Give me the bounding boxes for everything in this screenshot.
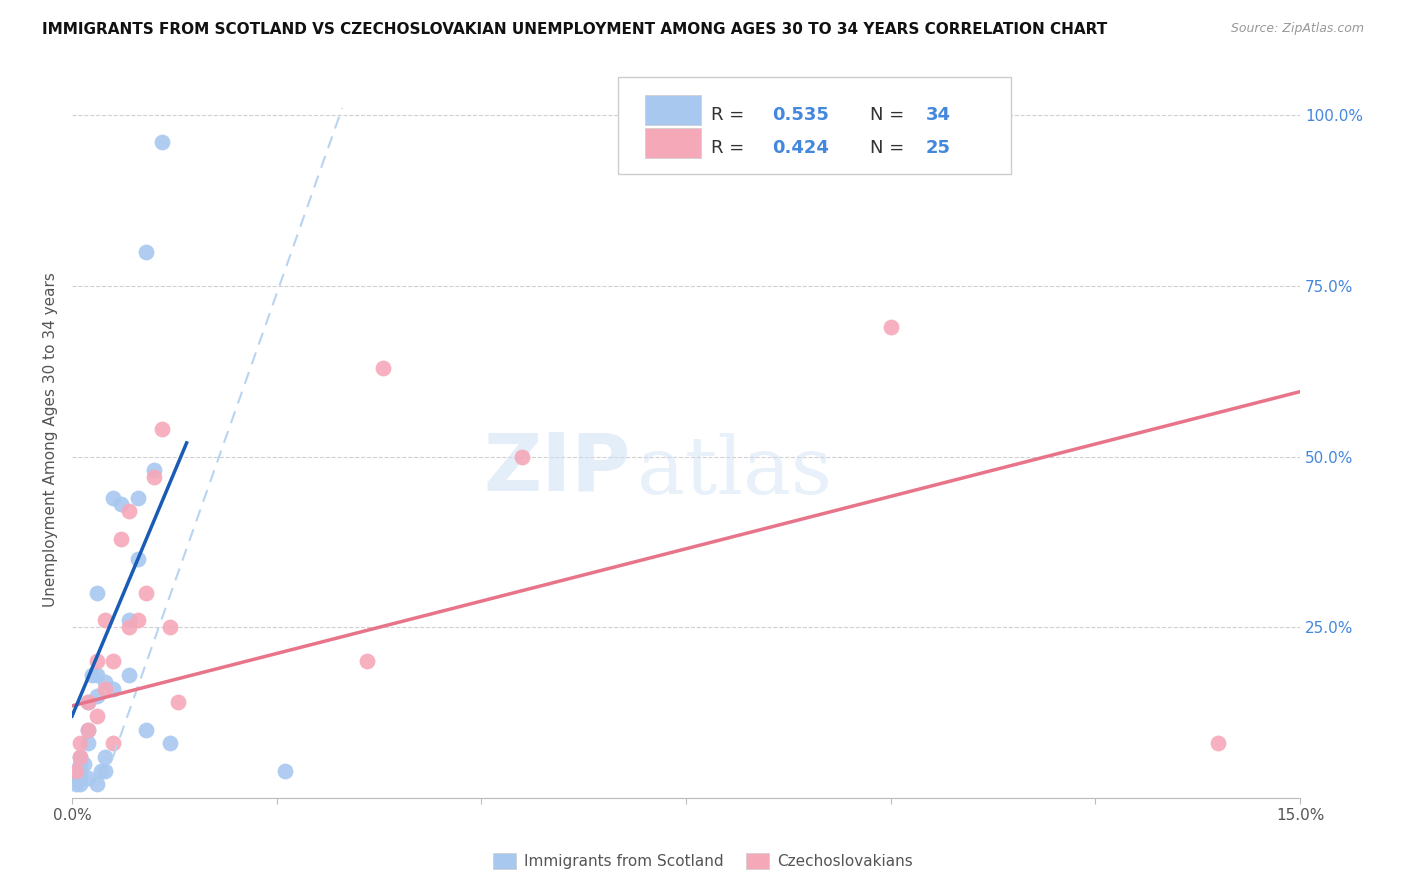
Point (118, 620, 141, 634)
Point (69, 756, 91, 771)
Point (135, 723, 157, 737)
Point (77, 723, 100, 737)
Point (77, 695, 100, 709)
Point (101, 655, 124, 669)
Point (77, 695, 100, 709)
Point (65, 764, 87, 778)
Point (118, 504, 141, 518)
Point (69, 736, 91, 750)
Text: atlas: atlas (637, 433, 832, 511)
Point (274, 764, 297, 778)
Point (90, 764, 112, 778)
Point (118, 614, 141, 628)
Point (101, 736, 124, 750)
Legend: Immigrants from Scotland, Czechoslovakians: Immigrants from Scotland, Czechoslovakia… (488, 847, 918, 875)
Point (371, 360, 394, 375)
Point (135, 586, 157, 600)
Text: 34: 34 (925, 106, 950, 124)
Point (159, 620, 181, 634)
Point (69, 750, 91, 764)
Point (167, 695, 190, 709)
Point (101, 681, 124, 696)
Point (150, 136, 173, 150)
Point (1206, 736, 1229, 750)
Text: R =: R = (710, 139, 749, 157)
Point (150, 422, 173, 436)
Text: 0.535: 0.535 (772, 106, 830, 124)
Text: N =: N = (870, 106, 910, 124)
Point (356, 655, 378, 669)
FancyBboxPatch shape (645, 128, 700, 159)
Y-axis label: Unemployment Among Ages 30 to 34 years: Unemployment Among Ages 30 to 34 years (44, 272, 58, 607)
Point (879, 319, 901, 334)
Point (77, 736, 100, 750)
Point (110, 532, 132, 546)
Point (135, 244, 157, 259)
Point (69, 750, 91, 764)
Point (110, 497, 132, 511)
Point (82, 668, 104, 682)
Text: IMMIGRANTS FROM SCOTLAND VS CZECHOSLOVAKIAN UNEMPLOYMENT AMONG AGES 30 TO 34 YEA: IMMIGRANTS FROM SCOTLAND VS CZECHOSLOVAK… (42, 22, 1108, 37)
Point (69, 777, 91, 791)
Point (67, 771, 90, 785)
Point (142, 470, 165, 484)
FancyBboxPatch shape (619, 78, 1011, 174)
Point (94, 681, 117, 696)
Point (94, 750, 117, 764)
FancyBboxPatch shape (645, 95, 700, 126)
Point (77, 723, 100, 737)
Text: ZIP: ZIP (484, 429, 631, 508)
Point (94, 764, 117, 778)
Point (127, 614, 149, 628)
Text: 0.424: 0.424 (772, 139, 830, 157)
Point (510, 450, 533, 464)
Point (94, 675, 117, 690)
Point (127, 491, 149, 505)
Point (86, 777, 108, 791)
Point (86, 586, 108, 600)
Text: Source: ZipAtlas.com: Source: ZipAtlas.com (1230, 22, 1364, 36)
Point (86, 655, 108, 669)
Point (65, 777, 87, 791)
Text: N =: N = (870, 139, 910, 157)
Point (94, 614, 117, 628)
Point (142, 463, 165, 477)
Point (69, 764, 91, 778)
Text: R =: R = (710, 106, 749, 124)
Point (86, 709, 108, 723)
Point (127, 552, 149, 566)
Point (77, 771, 100, 785)
Point (86, 689, 108, 703)
Point (69, 771, 91, 785)
Point (86, 668, 108, 682)
Point (118, 668, 141, 682)
Point (159, 736, 181, 750)
Text: 25: 25 (925, 139, 950, 157)
Point (101, 491, 124, 505)
Point (73, 756, 96, 771)
